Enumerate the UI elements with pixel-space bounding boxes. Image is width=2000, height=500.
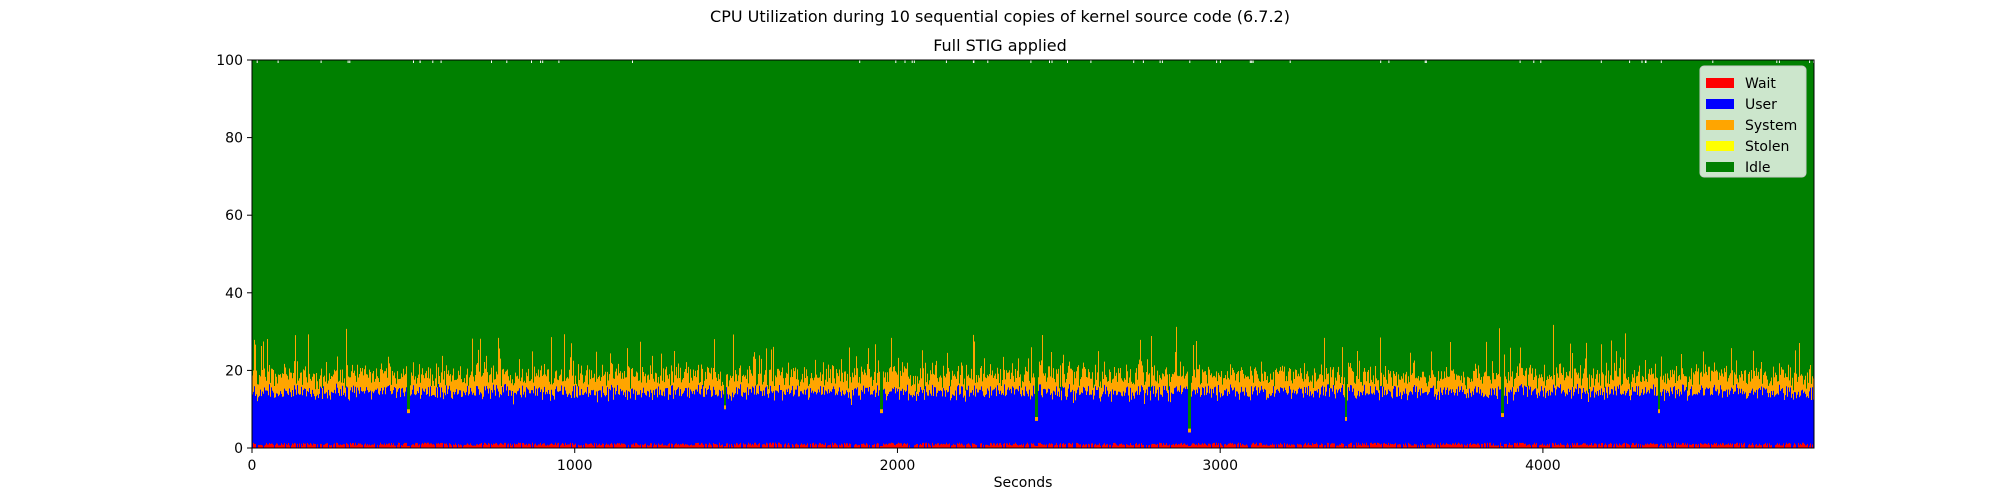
- idle-gap: [1540, 60, 1542, 63]
- y-tick-label-100: 100: [216, 53, 243, 69]
- idle-gap: [1519, 60, 1521, 63]
- idle-gap: [1533, 60, 1535, 63]
- idle-gap: [1644, 60, 1646, 63]
- idle-gap: [1219, 60, 1221, 63]
- series-wait: [252, 442, 1814, 448]
- series-system: [252, 324, 1814, 433]
- idle-gap: [531, 60, 532, 63]
- stacked-series: [252, 60, 1815, 448]
- legend: Wait User System Stolen Idle: [1699, 65, 1807, 178]
- x-axis-label: Seconds: [994, 475, 1053, 491]
- chart-subtitle: Full STIG applied: [933, 36, 1067, 55]
- idle-gap: [277, 60, 279, 63]
- y-tick-label-60: 60: [225, 208, 243, 224]
- idle-gap: [320, 60, 322, 63]
- idle-gap: [945, 60, 947, 63]
- idle-gap: [419, 60, 421, 63]
- idle-gap: [1776, 60, 1778, 63]
- idle-gap: [1252, 60, 1254, 63]
- legend-swatch-stolen: [1706, 141, 1734, 151]
- legend-label-idle: Idle: [1745, 160, 1771, 176]
- idle-gap: [1251, 60, 1253, 63]
- idle-gap: [542, 60, 544, 63]
- idle-gap: [432, 60, 434, 63]
- idle-gap: [349, 60, 351, 63]
- idle-gap: [1388, 60, 1390, 63]
- idle-gap: [859, 60, 861, 63]
- idle-gap: [1660, 60, 1662, 63]
- idle-gap: [1629, 60, 1631, 63]
- idle-gap: [1712, 60, 1714, 63]
- idle-gap: [347, 60, 349, 63]
- legend-swatch-wait: [1706, 78, 1734, 88]
- y-tick-label-20: 20: [225, 363, 243, 379]
- idle-gap: [1645, 60, 1647, 63]
- chart-title: CPU Utilization during 10 sequential cop…: [710, 7, 1290, 26]
- idle-gap: [913, 60, 915, 63]
- y-tick-label-0: 0: [234, 441, 243, 457]
- idle-gap: [1600, 60, 1602, 63]
- idle-gap: [911, 60, 913, 63]
- idle-gap: [540, 60, 542, 63]
- idle-gap: [1641, 60, 1643, 63]
- x-tick-label-0: 0: [248, 458, 257, 474]
- legend-swatch-system: [1706, 120, 1734, 130]
- idle-gap: [904, 60, 906, 63]
- idle-gap: [506, 60, 508, 63]
- x-tick-label-1000: 1000: [557, 458, 593, 474]
- legend-label-wait: Wait: [1745, 76, 1776, 92]
- idle-gap: [1809, 60, 1811, 63]
- x-tick-label-2000: 2000: [880, 458, 916, 474]
- legend-label-system: System: [1745, 118, 1797, 134]
- legend-swatch-user: [1706, 99, 1734, 109]
- idle-gap: [1049, 60, 1050, 63]
- series-user: [252, 383, 1814, 448]
- idle-gap: [1030, 60, 1032, 63]
- idle-gap: [987, 60, 989, 63]
- idle-gap: [1161, 60, 1163, 63]
- x-tick-label-3000: 3000: [1202, 458, 1238, 474]
- idle-gap: [1216, 60, 1218, 63]
- legend-swatch-idle: [1706, 162, 1734, 172]
- idle-gap: [973, 60, 975, 63]
- idle-gap: [558, 60, 560, 63]
- idle-gap: [1090, 60, 1092, 63]
- idle-gap: [491, 60, 492, 63]
- idle-gap: [1067, 60, 1068, 63]
- legend-label-stolen: Stolen: [1745, 139, 1789, 155]
- legend-label-user: User: [1745, 97, 1777, 113]
- idle-gap: [1159, 60, 1161, 63]
- idle-gap: [1289, 60, 1291, 63]
- idle-gap: [1142, 60, 1144, 63]
- plot-frame: [251, 59, 1815, 449]
- y-tick-label-40: 40: [225, 286, 243, 302]
- idle-gap: [413, 60, 414, 63]
- idle-gap: [632, 60, 633, 63]
- idle-gap: [1778, 60, 1780, 63]
- y-tick-label-80: 80: [225, 131, 243, 147]
- x-tick-label-4000: 4000: [1525, 458, 1561, 474]
- idle-gap: [1249, 60, 1251, 63]
- idle-gap: [1133, 60, 1135, 63]
- idle-gap: [256, 60, 258, 63]
- idle-gap: [1189, 60, 1191, 63]
- idle-gap: [440, 60, 442, 63]
- idle-gap: [1380, 60, 1382, 63]
- idle-gap: [1051, 60, 1053, 63]
- idle-gap: [1425, 60, 1427, 63]
- idle-gap: [895, 60, 897, 63]
- idle-gap: [1424, 60, 1426, 63]
